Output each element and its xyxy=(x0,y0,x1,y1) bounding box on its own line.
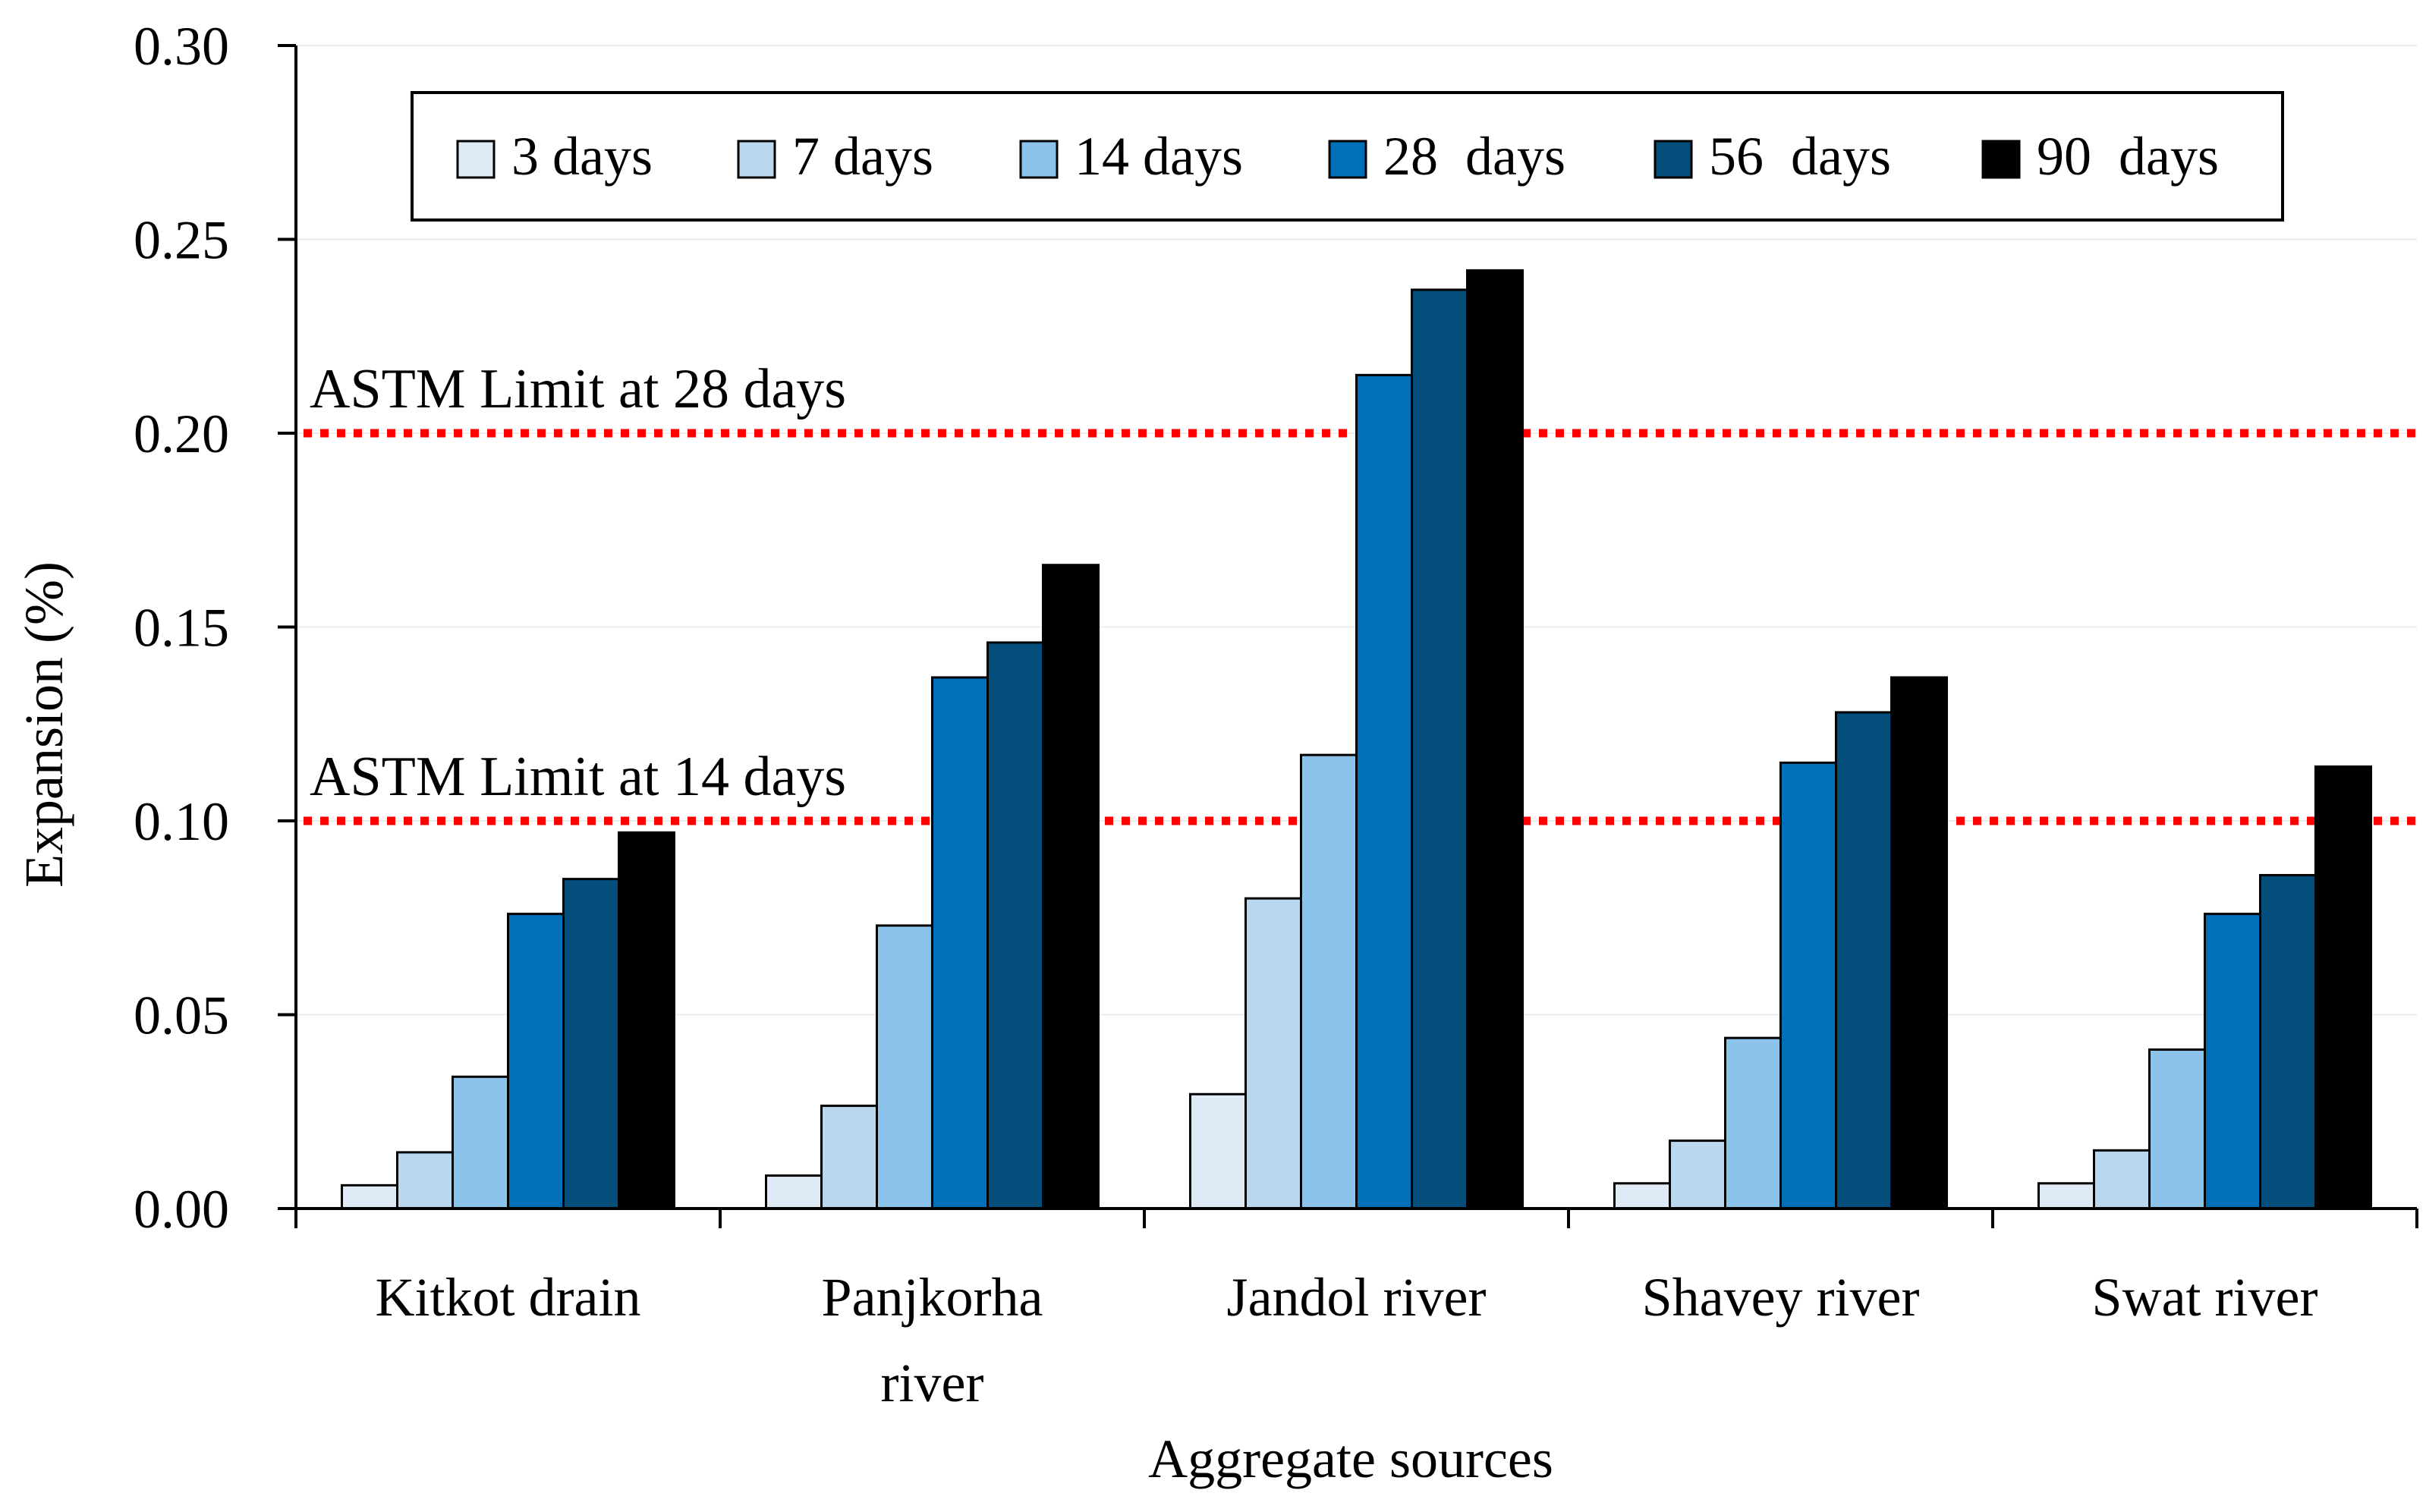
legend-swatch-0 xyxy=(456,140,496,179)
bar-28days-4 xyxy=(2204,913,2261,1210)
bar-90days-1 xyxy=(1042,564,1100,1210)
legend-label-4: 56 days xyxy=(1709,126,1891,187)
x-tick-label: Jandol river xyxy=(1227,1267,1487,1328)
legend-label-1: 7 days xyxy=(792,126,933,187)
bar-3days-1 xyxy=(765,1174,823,1210)
y-tick-label: 0.20 xyxy=(134,404,229,464)
legend-swatch-5 xyxy=(1981,140,2021,179)
bar-3days-0 xyxy=(341,1184,398,1210)
reference-label-1: ASTM Limit at 14 days xyxy=(310,746,846,808)
bar-90days-3 xyxy=(1890,676,1948,1210)
bar-7days-2 xyxy=(1244,897,1302,1210)
legend-label-2: 14 days xyxy=(1075,126,1243,187)
x-tick-label: Kitkot drain xyxy=(376,1267,641,1328)
legend-label-0: 3 days xyxy=(511,126,653,187)
bar-56days-2 xyxy=(1411,288,1468,1210)
y-tick-label: 0.15 xyxy=(134,598,229,659)
bar-28days-3 xyxy=(1779,761,1837,1210)
bar-3days-3 xyxy=(1613,1182,1671,1210)
x-tick-label: Shavey river xyxy=(1642,1267,1920,1328)
legend-label-3: 28 days xyxy=(1383,126,1565,187)
bar-56days-4 xyxy=(2259,874,2317,1210)
y-tick-label: 0.25 xyxy=(134,210,229,271)
bar-14days-1 xyxy=(876,924,933,1210)
y-tick-label: 0.10 xyxy=(134,791,229,852)
legend: 3 days 7 days 14 days 28 days 56 days 90 days xyxy=(411,91,2284,222)
x-axis-ticks: Kitkot drain Panjkorha river Jandol river Sh… xyxy=(294,1209,2418,1413)
reference-lines: ASTM Limit at 28 days ASTM Limit at 14 da… xyxy=(304,358,2417,825)
bar-56days-3 xyxy=(1835,711,1893,1210)
bar-28days-1 xyxy=(931,676,989,1210)
x-axis-label: Aggregate sources xyxy=(1148,1429,1553,1489)
bar-90days-4 xyxy=(2314,765,2372,1210)
bar-14days-0 xyxy=(452,1075,509,1210)
bar-3days-4 xyxy=(2037,1182,2095,1210)
bar-56days-1 xyxy=(986,641,1044,1210)
bar-7days-4 xyxy=(2093,1149,2151,1210)
bar-56days-0 xyxy=(562,878,620,1210)
bars xyxy=(341,269,2372,1210)
y-tick-label: 0.00 xyxy=(134,1179,229,1240)
x-tick-label: river xyxy=(881,1353,984,1413)
bar-14days-2 xyxy=(1300,753,1358,1210)
bar-7days-3 xyxy=(1669,1140,1726,1210)
bar-14days-3 xyxy=(1724,1036,1782,1210)
y-axis-label: Expansion (%) xyxy=(14,561,74,888)
legend-swatch-3 xyxy=(1328,140,1367,179)
bar-90days-0 xyxy=(618,831,675,1210)
bar-90days-2 xyxy=(1466,269,1524,1210)
y-tick-label: 0.05 xyxy=(134,985,229,1046)
legend-swatch-4 xyxy=(1654,140,1693,179)
y-axis-ticks: 0.00 0.05 0.10 0.15 0.20 0.25 0.30 xyxy=(134,16,296,1240)
bar-28days-2 xyxy=(1355,373,1413,1210)
bar-3days-2 xyxy=(1189,1092,1247,1210)
y-tick-label: 0.30 xyxy=(134,16,229,77)
legend-label-5: 90 days xyxy=(2037,126,2219,187)
bar-14days-4 xyxy=(2148,1048,2206,1210)
x-tick-label: Swat river xyxy=(2092,1267,2318,1328)
bar-7days-0 xyxy=(396,1151,454,1210)
legend-swatch-1 xyxy=(737,140,776,179)
legend-swatch-2 xyxy=(1019,140,1059,179)
bar-7days-1 xyxy=(820,1105,878,1210)
reference-label-0: ASTM Limit at 28 days xyxy=(310,358,846,420)
bar-28days-0 xyxy=(507,913,565,1210)
x-tick-label: Panjkorha xyxy=(822,1267,1043,1328)
